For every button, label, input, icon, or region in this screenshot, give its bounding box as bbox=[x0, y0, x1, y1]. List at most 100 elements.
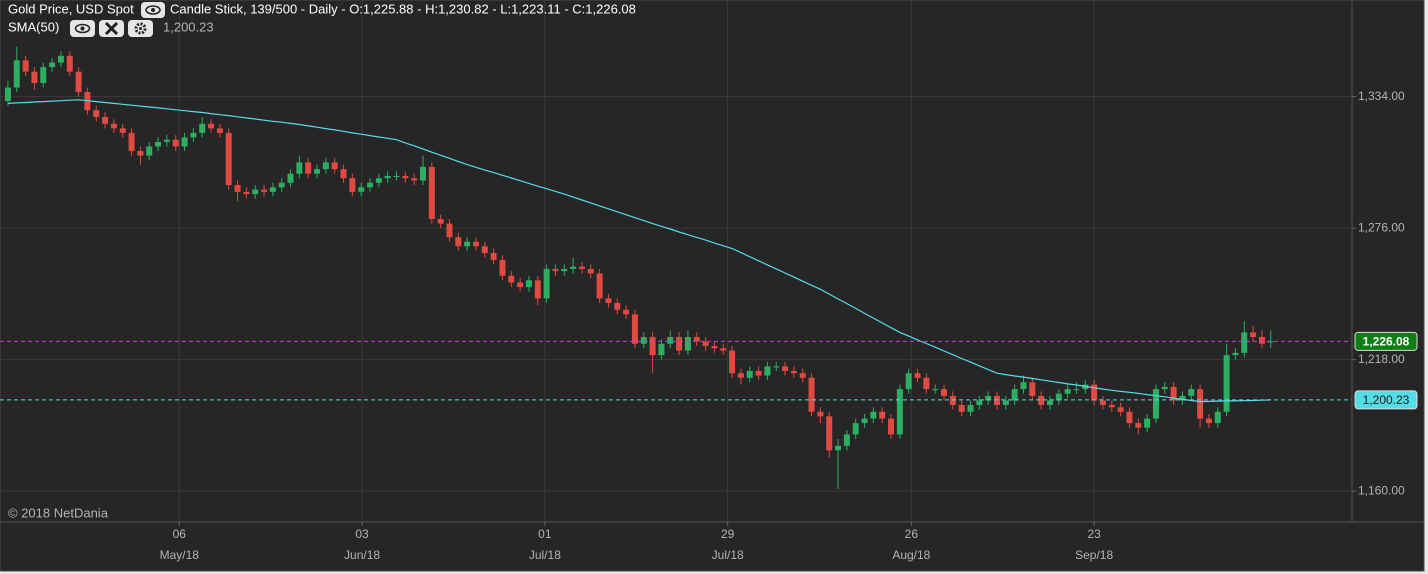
candle-body bbox=[190, 132, 197, 138]
candle-body bbox=[835, 445, 842, 451]
candle-body bbox=[419, 166, 426, 181]
candle-body bbox=[411, 178, 418, 181]
candle-body bbox=[1197, 389, 1204, 419]
candle-body bbox=[729, 350, 736, 374]
candle-body bbox=[888, 418, 895, 435]
candle-body bbox=[252, 189, 259, 195]
candle-body bbox=[393, 175, 400, 177]
candle-body bbox=[102, 117, 109, 124]
candle-body bbox=[870, 411, 877, 419]
indicator-value: 1,200.23 bbox=[163, 19, 214, 34]
candle-body bbox=[358, 187, 365, 192]
candle-body bbox=[649, 336, 656, 356]
candle-body bbox=[75, 71, 82, 93]
candle-body bbox=[314, 169, 321, 174]
candle-body bbox=[570, 266, 577, 269]
candle-body bbox=[375, 178, 382, 183]
candle-body bbox=[110, 123, 117, 129]
candle-body bbox=[543, 268, 550, 299]
visibility-button[interactable] bbox=[141, 2, 165, 18]
candle-body bbox=[720, 348, 727, 351]
candle-body bbox=[146, 146, 153, 156]
candle-body bbox=[676, 336, 683, 351]
y-tick-label: 1,160.00 bbox=[1358, 483, 1405, 497]
last-price-label: 1,226.08 bbox=[1363, 334, 1410, 348]
candle-body bbox=[4, 87, 11, 102]
candle-body bbox=[57, 55, 64, 63]
candle-body bbox=[976, 400, 983, 405]
candle-body bbox=[605, 298, 612, 303]
candle-body bbox=[1046, 400, 1053, 405]
candle-body bbox=[623, 309, 630, 315]
candle-body bbox=[702, 341, 709, 347]
candle-body bbox=[746, 370, 753, 378]
candle-body bbox=[896, 389, 903, 435]
candle-body bbox=[861, 418, 868, 424]
candle-body bbox=[596, 273, 603, 299]
sma-badge bbox=[1354, 390, 1418, 410]
candle-body bbox=[923, 377, 930, 390]
candle-body bbox=[31, 71, 38, 83]
candle-body bbox=[464, 241, 471, 247]
candle-body bbox=[1188, 389, 1195, 396]
indicator-remove-button[interactable] bbox=[99, 20, 124, 37]
candle-body bbox=[305, 162, 312, 174]
candle-body bbox=[119, 128, 126, 133]
candle-body bbox=[1258, 336, 1265, 344]
candle-body bbox=[764, 366, 771, 376]
candle-body bbox=[684, 336, 691, 351]
candle-body bbox=[1241, 332, 1248, 353]
indicator-visibility-button[interactable] bbox=[70, 20, 95, 37]
last-price-badge bbox=[1354, 331, 1418, 351]
candle-body bbox=[296, 162, 303, 174]
indicator-settings-button[interactable] bbox=[128, 20, 153, 37]
x-tick-label: 26 bbox=[905, 527, 919, 541]
candle-body bbox=[1135, 423, 1142, 428]
candle-body bbox=[234, 185, 241, 192]
sma-line bbox=[7, 99, 1271, 403]
x-tick-label: 06 bbox=[173, 527, 187, 541]
candle-body bbox=[1170, 386, 1177, 401]
candle-body bbox=[808, 377, 815, 412]
x-tick-month: May/18 bbox=[160, 548, 200, 562]
candle-body bbox=[1179, 395, 1186, 401]
candle-body bbox=[1250, 332, 1257, 337]
candle-body bbox=[1214, 411, 1221, 424]
candle-body bbox=[817, 411, 824, 417]
x-tick-month: Sep/18 bbox=[1075, 548, 1113, 562]
candle-body bbox=[428, 166, 435, 220]
candle-body bbox=[322, 162, 329, 170]
candle-body bbox=[287, 173, 294, 183]
candle-body bbox=[1038, 395, 1045, 405]
candle-body bbox=[1152, 389, 1159, 419]
copyright: © 2018 NetDania bbox=[8, 505, 109, 520]
x-tick-month: Jul/18 bbox=[529, 548, 561, 562]
candle-body bbox=[1144, 418, 1151, 428]
candle-body bbox=[994, 395, 1001, 405]
candle-body bbox=[490, 253, 497, 260]
candle-body bbox=[66, 55, 73, 72]
candle-body bbox=[631, 314, 638, 344]
candle-body bbox=[269, 187, 276, 192]
candle-body bbox=[799, 373, 806, 378]
candle-body bbox=[155, 141, 162, 147]
candle-body bbox=[163, 139, 170, 142]
candle-body bbox=[331, 162, 338, 170]
x-tick-month: Aug/18 bbox=[892, 548, 930, 562]
candle-body bbox=[1011, 389, 1018, 401]
candle-body bbox=[658, 343, 665, 356]
candle-body bbox=[261, 189, 268, 192]
candle-body bbox=[208, 123, 215, 129]
candle-body bbox=[525, 280, 532, 288]
candle-body bbox=[367, 182, 374, 188]
candle-body bbox=[384, 175, 391, 179]
candle-body bbox=[614, 302, 621, 310]
x-tick-label: 23 bbox=[1087, 527, 1101, 541]
candle-body bbox=[181, 137, 188, 147]
candle-body bbox=[1223, 355, 1230, 412]
candle-body bbox=[782, 366, 789, 371]
y-tick-label: 1,334.00 bbox=[1358, 89, 1405, 103]
candle-body bbox=[216, 128, 223, 133]
